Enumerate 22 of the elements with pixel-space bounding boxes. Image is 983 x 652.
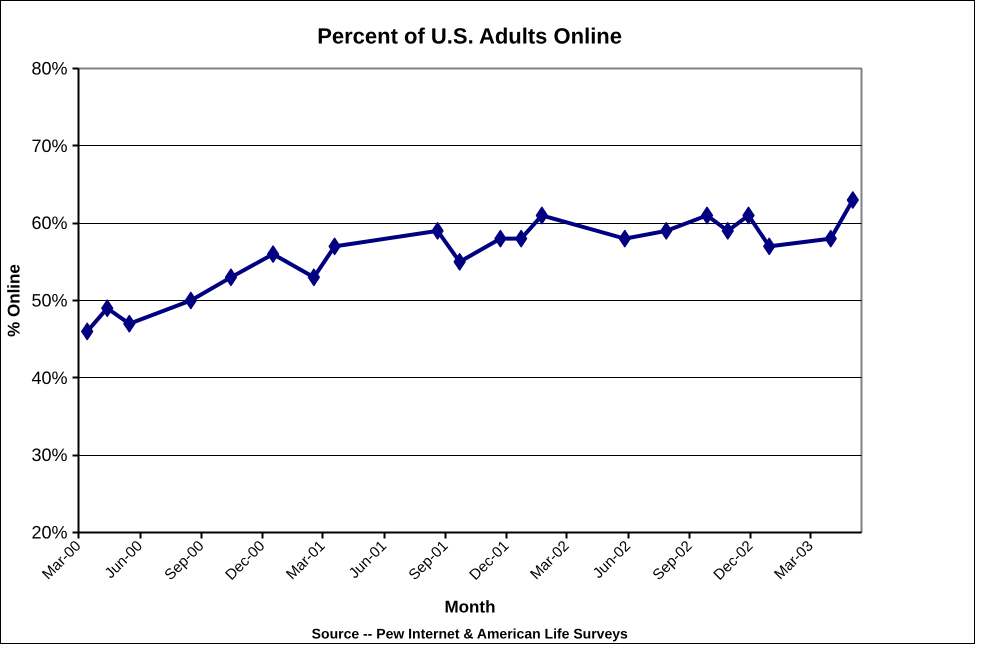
y-tick-label: 40% xyxy=(31,368,68,388)
chart-title: Percent of U.S. Adults Online xyxy=(317,24,622,48)
y-tick-label: 80% xyxy=(31,58,68,78)
point xyxy=(742,206,755,224)
point xyxy=(328,237,341,256)
point xyxy=(700,206,714,224)
source-note: Source -- Pew Internet & American Life Surveys xyxy=(312,626,628,642)
y-tick-label: 70% xyxy=(31,136,68,156)
y-axis-title: % Online xyxy=(4,264,24,337)
y-tick-label: 50% xyxy=(31,290,68,310)
point xyxy=(453,252,466,271)
point xyxy=(266,245,280,264)
point xyxy=(431,222,444,240)
x-axis-title: Month xyxy=(444,598,496,617)
y-tick-label: 20% xyxy=(31,522,68,542)
y-tick-label: 60% xyxy=(31,213,68,234)
point xyxy=(224,268,238,286)
point xyxy=(308,268,320,286)
point xyxy=(494,230,507,248)
point xyxy=(514,230,528,248)
y-tick-label: 30% xyxy=(31,445,68,466)
point xyxy=(536,206,548,224)
